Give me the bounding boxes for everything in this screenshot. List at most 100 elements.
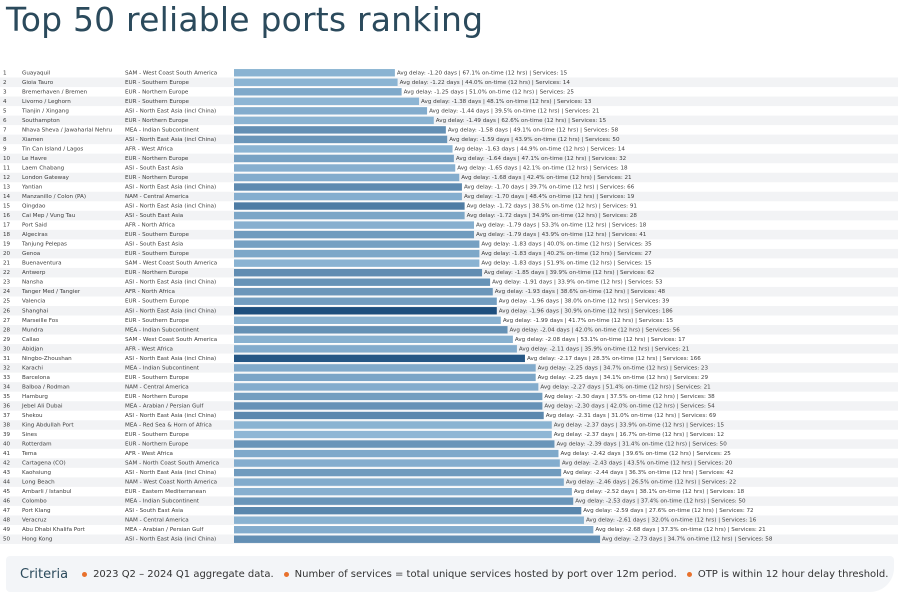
port-name: King Abdullah Port <box>22 423 74 429</box>
port-name: Long Beach <box>22 480 55 486</box>
bar <box>234 326 508 334</box>
value-label: Avg delay: -2.61 days | 32.0% on-time (1… <box>586 518 757 524</box>
region: AFR - North Africa <box>125 223 175 229</box>
value-label: Avg delay: -1.99 days | 41.7% on-time (1… <box>503 318 674 324</box>
value-label: Avg delay: -2.30 days | 42.0% on-time (1… <box>544 403 715 409</box>
bar <box>234 373 536 382</box>
value-label: Avg delay: -1.83 days | 40.2% on-time (1… <box>481 251 652 257</box>
rank: 5 <box>3 108 7 114</box>
region: NAM - Central America <box>125 518 189 524</box>
rank: 16 <box>3 213 11 219</box>
rank: 26 <box>3 308 11 314</box>
value-label: Avg delay: -1.83 days | 40.0% on-time (1… <box>481 242 652 248</box>
bar <box>234 192 462 201</box>
chart-title: Top 50 reliable ports ranking <box>6 0 484 39</box>
bar <box>234 69 395 77</box>
region: ASI - North East Asia (incl China) <box>125 204 216 210</box>
criteria-box: Criteria 2023 Q2 – 2024 Q1 aggregate dat… <box>6 556 894 592</box>
value-label: Avg delay: -2.11 days | 35.9% on-time (1… <box>519 346 690 352</box>
port-name: Hong Kong <box>22 537 53 543</box>
region: EUR - Northern Europe <box>125 175 189 181</box>
region: EUR - Northern Europe <box>125 270 189 276</box>
port-name: Tianjin / Xingang <box>21 108 69 114</box>
rank: 17 <box>3 223 11 229</box>
value-label: Avg delay: -2.25 days | 34.1% on-time (1… <box>538 375 709 381</box>
bar <box>234 183 462 191</box>
port-name: Hamburg <box>22 394 48 400</box>
rank: 25 <box>3 299 11 305</box>
rank: 28 <box>3 327 11 333</box>
port-name: Southampton <box>22 118 60 124</box>
rank: 48 <box>3 518 11 524</box>
port-name: Antwerp <box>22 270 46 276</box>
bar <box>234 316 501 324</box>
row-stripe <box>0 115 898 126</box>
bar <box>234 297 497 305</box>
region: ASI - North East Asia (incl China) <box>125 137 216 143</box>
bar <box>234 259 480 267</box>
row-stripe <box>0 77 898 88</box>
value-label: Avg delay: -2.44 days | 36.3% on-time (1… <box>563 470 733 476</box>
rank: 36 <box>3 403 11 409</box>
region: AFR - North Africa <box>125 289 175 295</box>
value-label: Avg delay: -1.20 days | 67.1% on-time (1… <box>397 70 568 76</box>
port-name: Nhava Sheva / Jawaharlal Nehru <box>22 127 113 133</box>
region: EUR - Northern Europe <box>125 442 189 448</box>
rank: 34 <box>3 384 11 390</box>
bar <box>234 230 475 239</box>
port-name: Manzanillo / Colon (PA) <box>22 194 86 200</box>
rank: 24 <box>3 289 11 295</box>
bar <box>234 345 517 353</box>
region: AFR - West Africa <box>125 146 173 152</box>
rank: 10 <box>3 156 11 162</box>
rank: 23 <box>3 280 11 286</box>
criteria-item: OTP is within 12 hour delay threshold. <box>697 568 889 580</box>
rank: 49 <box>3 527 11 533</box>
bar <box>234 249 480 258</box>
region: EUR - Southern Europe <box>125 80 190 86</box>
row-stripe <box>0 134 898 145</box>
port-name: Nansha <box>22 280 43 286</box>
rank: 1 <box>3 70 7 76</box>
port-name: Colombo <box>22 499 47 505</box>
region: SAM - West Coast South America <box>125 261 217 267</box>
rank: 13 <box>3 185 11 191</box>
region: MEA - Arabian / Persian Gulf <box>125 527 204 533</box>
port-name: Jebel Ali Dubai <box>21 403 63 409</box>
region: EUR - Southern Europe <box>125 299 190 305</box>
bar <box>234 440 555 448</box>
bar <box>234 383 539 391</box>
rank: 43 <box>3 470 11 476</box>
port-name: Marseille Fos <box>22 318 58 324</box>
port-name: Tin Can Island / Lagos <box>21 146 83 152</box>
value-label: Avg delay: -1.79 days | 53.3% on-time (1… <box>476 223 647 229</box>
bar <box>234 97 420 106</box>
rank: 45 <box>3 489 11 495</box>
value-label: Avg delay: -2.59 days | 27.6% on-time (1… <box>583 508 753 514</box>
rank: 35 <box>3 394 11 400</box>
rank: 19 <box>3 242 11 248</box>
port-name: Cartagena (CO) <box>22 461 66 467</box>
rank: 32 <box>3 365 10 371</box>
criteria-title: Criteria <box>20 566 69 582</box>
port-name: Tanjung Pelepas <box>21 242 67 248</box>
value-label: Avg delay: -2.25 days | 34.7% on-time (1… <box>538 365 709 371</box>
value-label: Avg delay: -2.39 days | 31.4% on-time (1… <box>556 442 727 448</box>
bar <box>234 430 552 439</box>
bar <box>234 468 562 477</box>
rank: 38 <box>3 423 11 429</box>
port-name: Valencia <box>22 299 45 305</box>
value-label: Avg delay: -1.83 days | 51.9% on-time (1… <box>481 261 652 267</box>
criteria-item: Number of services = total unique servic… <box>294 568 677 580</box>
bar <box>234 535 601 543</box>
value-label: Avg delay: -2.73 days | 34.7% on-time (1… <box>602 537 773 543</box>
port-name: Laem Chabang <box>22 165 65 171</box>
rank: 12 <box>3 175 10 181</box>
region: EUR - Southern Europe <box>125 318 190 324</box>
bar <box>234 145 453 153</box>
region: EUR - Northern Europe <box>125 118 189 124</box>
rank: 20 <box>3 251 11 257</box>
bar <box>234 459 560 467</box>
bar <box>234 506 582 515</box>
value-label: Avg delay: -1.96 days | 38.0% on-time (1… <box>499 299 670 305</box>
